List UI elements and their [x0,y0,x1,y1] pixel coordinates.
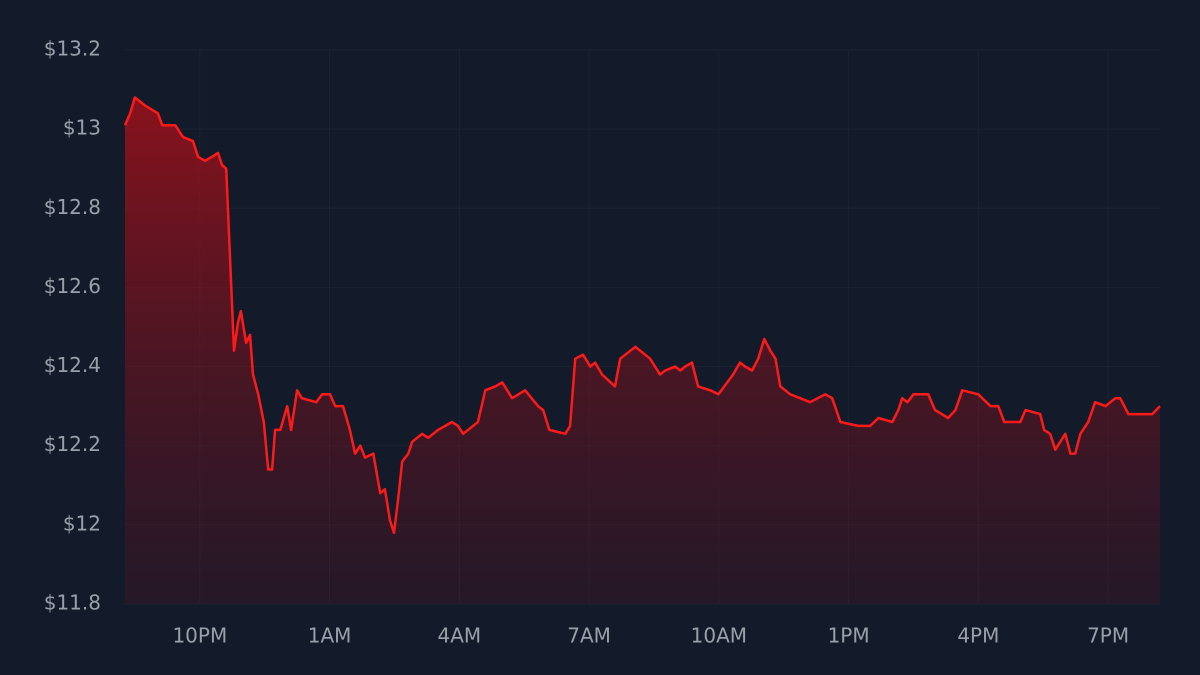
y-tick-label: $13.2 [44,37,101,61]
y-tick-label: $13 [63,116,101,140]
y-tick-label: $11.8 [44,591,101,615]
x-tick-label: 7AM [567,624,611,648]
x-tick-label: 10AM [691,624,747,648]
y-tick-label: $12 [63,511,101,535]
x-tick-label: 10PM [172,624,227,648]
y-tick-label: $12.6 [44,274,101,298]
y-tick-label: $12.2 [44,432,101,456]
x-tick-label: 1AM [308,624,352,648]
price-line [123,96,1161,535]
y-tick-label: $12.8 [44,195,101,219]
x-tick-label: 1PM [828,624,870,648]
area-fill [125,97,1160,604]
y-tick-label: $12.4 [44,353,101,377]
x-tick-label: 4PM [957,624,999,648]
x-tick-label: 7PM [1087,624,1129,648]
x-tick-label: 4AM [437,624,481,648]
